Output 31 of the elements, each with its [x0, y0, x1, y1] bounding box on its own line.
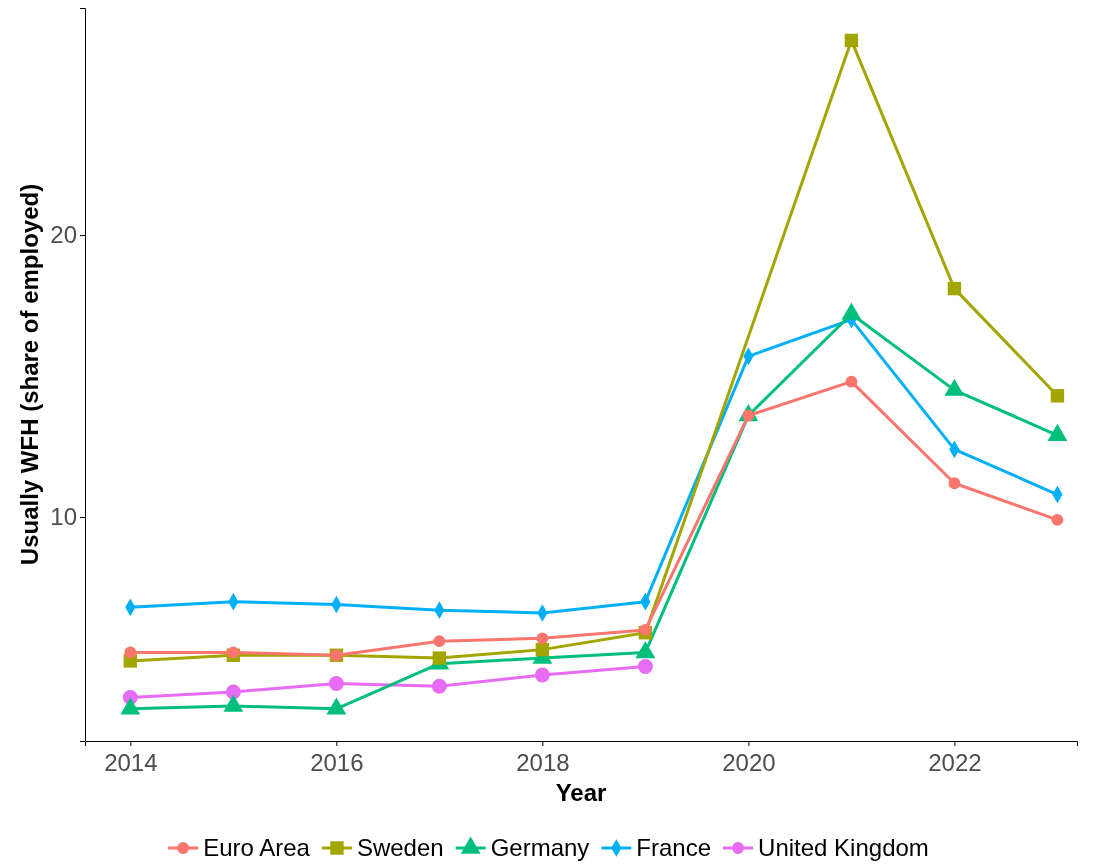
x-axis-title: Year: [555, 779, 607, 806]
point: [948, 477, 961, 490]
point: [534, 667, 550, 683]
point: [431, 678, 447, 694]
legend-label: France: [636, 834, 712, 862]
legend-label: United Kingdom: [758, 834, 929, 862]
point: [639, 623, 652, 636]
point: [328, 676, 344, 691]
point: [432, 651, 447, 665]
legend-label: Euro Area: [203, 834, 311, 862]
x-tick-label: 2022: [928, 748, 982, 776]
point: [535, 642, 550, 657]
point: [947, 281, 962, 296]
point: [124, 646, 137, 659]
point: [1051, 513, 1064, 526]
y-axis-title: Usually WFH (share of employed): [16, 183, 43, 566]
legend-label: Germany: [490, 834, 590, 862]
point: [433, 635, 446, 648]
point: [844, 33, 859, 48]
y-tick-label: 10: [50, 503, 77, 531]
point: [845, 375, 858, 388]
x-tick-label: 2016: [310, 748, 364, 776]
point: [536, 632, 549, 645]
y-tick-label: 20: [50, 221, 77, 249]
x-tick-label: 2014: [104, 748, 158, 776]
point: [225, 684, 241, 700]
x-tick-label: 2020: [722, 748, 776, 776]
point: [1050, 389, 1065, 403]
legend-label: Sweden: [356, 834, 444, 862]
x-tick-label: 2018: [516, 748, 570, 776]
point: [637, 659, 653, 675]
